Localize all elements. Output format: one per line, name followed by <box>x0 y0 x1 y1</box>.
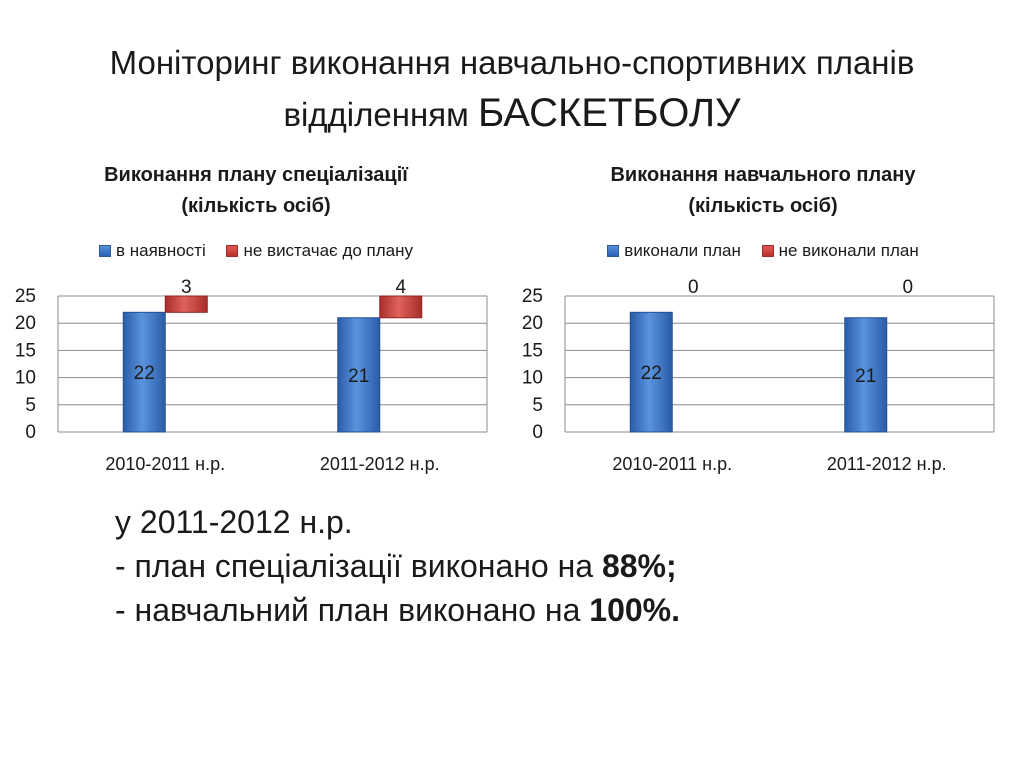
chart-title: Виконання навчального плану (кількість о… <box>507 160 1019 222</box>
y-tick-label: 20 <box>522 313 543 334</box>
y-tick-label: 5 <box>25 395 36 416</box>
y-tick-label: 15 <box>15 340 36 361</box>
bar-в-наявності <box>337 317 381 433</box>
summary-line-curriculum: - навчальний план виконано на 100%. <box>115 588 680 632</box>
summary-line-year: у 2011-2012 н.р. <box>115 504 353 540</box>
data-label: 4 <box>395 277 406 298</box>
bar-в-наявності <box>122 311 166 433</box>
summary-prefix: - навчальний план виконано на <box>115 592 590 628</box>
y-tick-label: 15 <box>522 340 543 361</box>
x-tick-label: 2011-2012 н.р. <box>320 454 440 474</box>
data-label: 21 <box>855 366 876 387</box>
y-tick-label: 0 <box>532 422 543 443</box>
y-tick-label: 25 <box>522 286 543 307</box>
y-tick-label: 10 <box>522 368 543 389</box>
legend-swatch-red <box>761 244 774 257</box>
y-tick-label: 5 <box>532 395 543 416</box>
chart-title-line2: (кількість осіб) <box>181 195 331 217</box>
chart-legend: в наявності не вистачає до плану <box>0 241 512 261</box>
summary-value-specialization: 88%; <box>601 548 677 584</box>
y-tick-label: 10 <box>15 368 36 389</box>
chart-title-line1: Виконання навчального плану <box>610 164 916 186</box>
summary-text: у 2011-2012 н.р. - план спеціалізації ви… <box>115 500 680 632</box>
legend-item-shortage: не вистачає до плану <box>226 241 413 261</box>
curriculum-chart: Виконання навчального плану (кількість о… <box>507 0 1019 500</box>
legend-label: в наявності <box>115 241 206 260</box>
summary-value-curriculum: 100%. <box>589 592 681 628</box>
chart-title-line2: (кількість осіб) <box>688 195 838 217</box>
x-tick-label: 2010-2011 н.р. <box>612 454 732 474</box>
x-tick-label: 2011-2012 н.р. <box>827 454 947 474</box>
slide-title-line1: Моніторинг виконання навчально-спортивни… <box>109 44 915 81</box>
data-label: 22 <box>641 363 662 384</box>
slide-title-line2: відділенням БАСКЕТБОЛУ <box>0 88 1024 140</box>
legend-swatch-blue <box>607 244 620 257</box>
chart-title-line1: Виконання плану спеціалізації <box>104 164 408 186</box>
data-label: 3 <box>181 277 192 298</box>
summary-line-specialization: - план спеціалізації виконано на 88%; <box>115 544 680 588</box>
slide-title-prefix: відділенням <box>283 96 478 133</box>
legend-swatch-blue <box>98 244 111 257</box>
bar-виконали-план <box>629 311 673 433</box>
data-label: 0 <box>688 277 699 298</box>
legend-label: не виконали план <box>778 241 919 260</box>
chart-plot: 0 5 10 15 20 25 22 0 2010-2011 н.р. 21 0 2011-2012 … <box>522 277 995 474</box>
chart-plot: 0 5 10 15 20 25 22 3 2010-2011 н.р. 21 4 2011-2012 … <box>15 277 488 474</box>
bar-виконали-план <box>844 317 888 433</box>
y-tick-label: 25 <box>15 286 36 307</box>
chart-title: Виконання плану спеціалізації (кількість… <box>0 160 512 222</box>
summary-prefix: - план спеціалізації виконано на <box>115 548 602 584</box>
bar-не-вистачає-до-плану <box>379 295 423 319</box>
legend-item-not-completed: не виконали план <box>761 241 919 261</box>
bar-не-вистачає-до-плану <box>164 295 208 313</box>
slide-title: Моніторинг виконання навчально-спортивни… <box>0 38 1024 140</box>
legend-swatch-red <box>226 244 239 257</box>
data-label: 21 <box>348 366 369 387</box>
legend-item-available: в наявності <box>98 241 206 261</box>
data-label: 22 <box>134 363 155 384</box>
data-label: 0 <box>902 277 913 298</box>
legend-label: виконали план <box>624 241 741 260</box>
specialization-chart: Виконання плану спеціалізації (кількість… <box>0 0 512 500</box>
chart-legend: виконали план не виконали план <box>507 241 1019 261</box>
legend-label: не вистачає до плану <box>243 241 414 260</box>
y-tick-label: 20 <box>15 313 36 334</box>
x-tick-label: 2010-2011 н.р. <box>105 454 225 474</box>
y-tick-label: 0 <box>25 422 36 443</box>
slide-title-emphasis: БАСКЕТБОЛУ <box>477 91 741 135</box>
legend-item-completed: виконали план <box>607 241 741 261</box>
